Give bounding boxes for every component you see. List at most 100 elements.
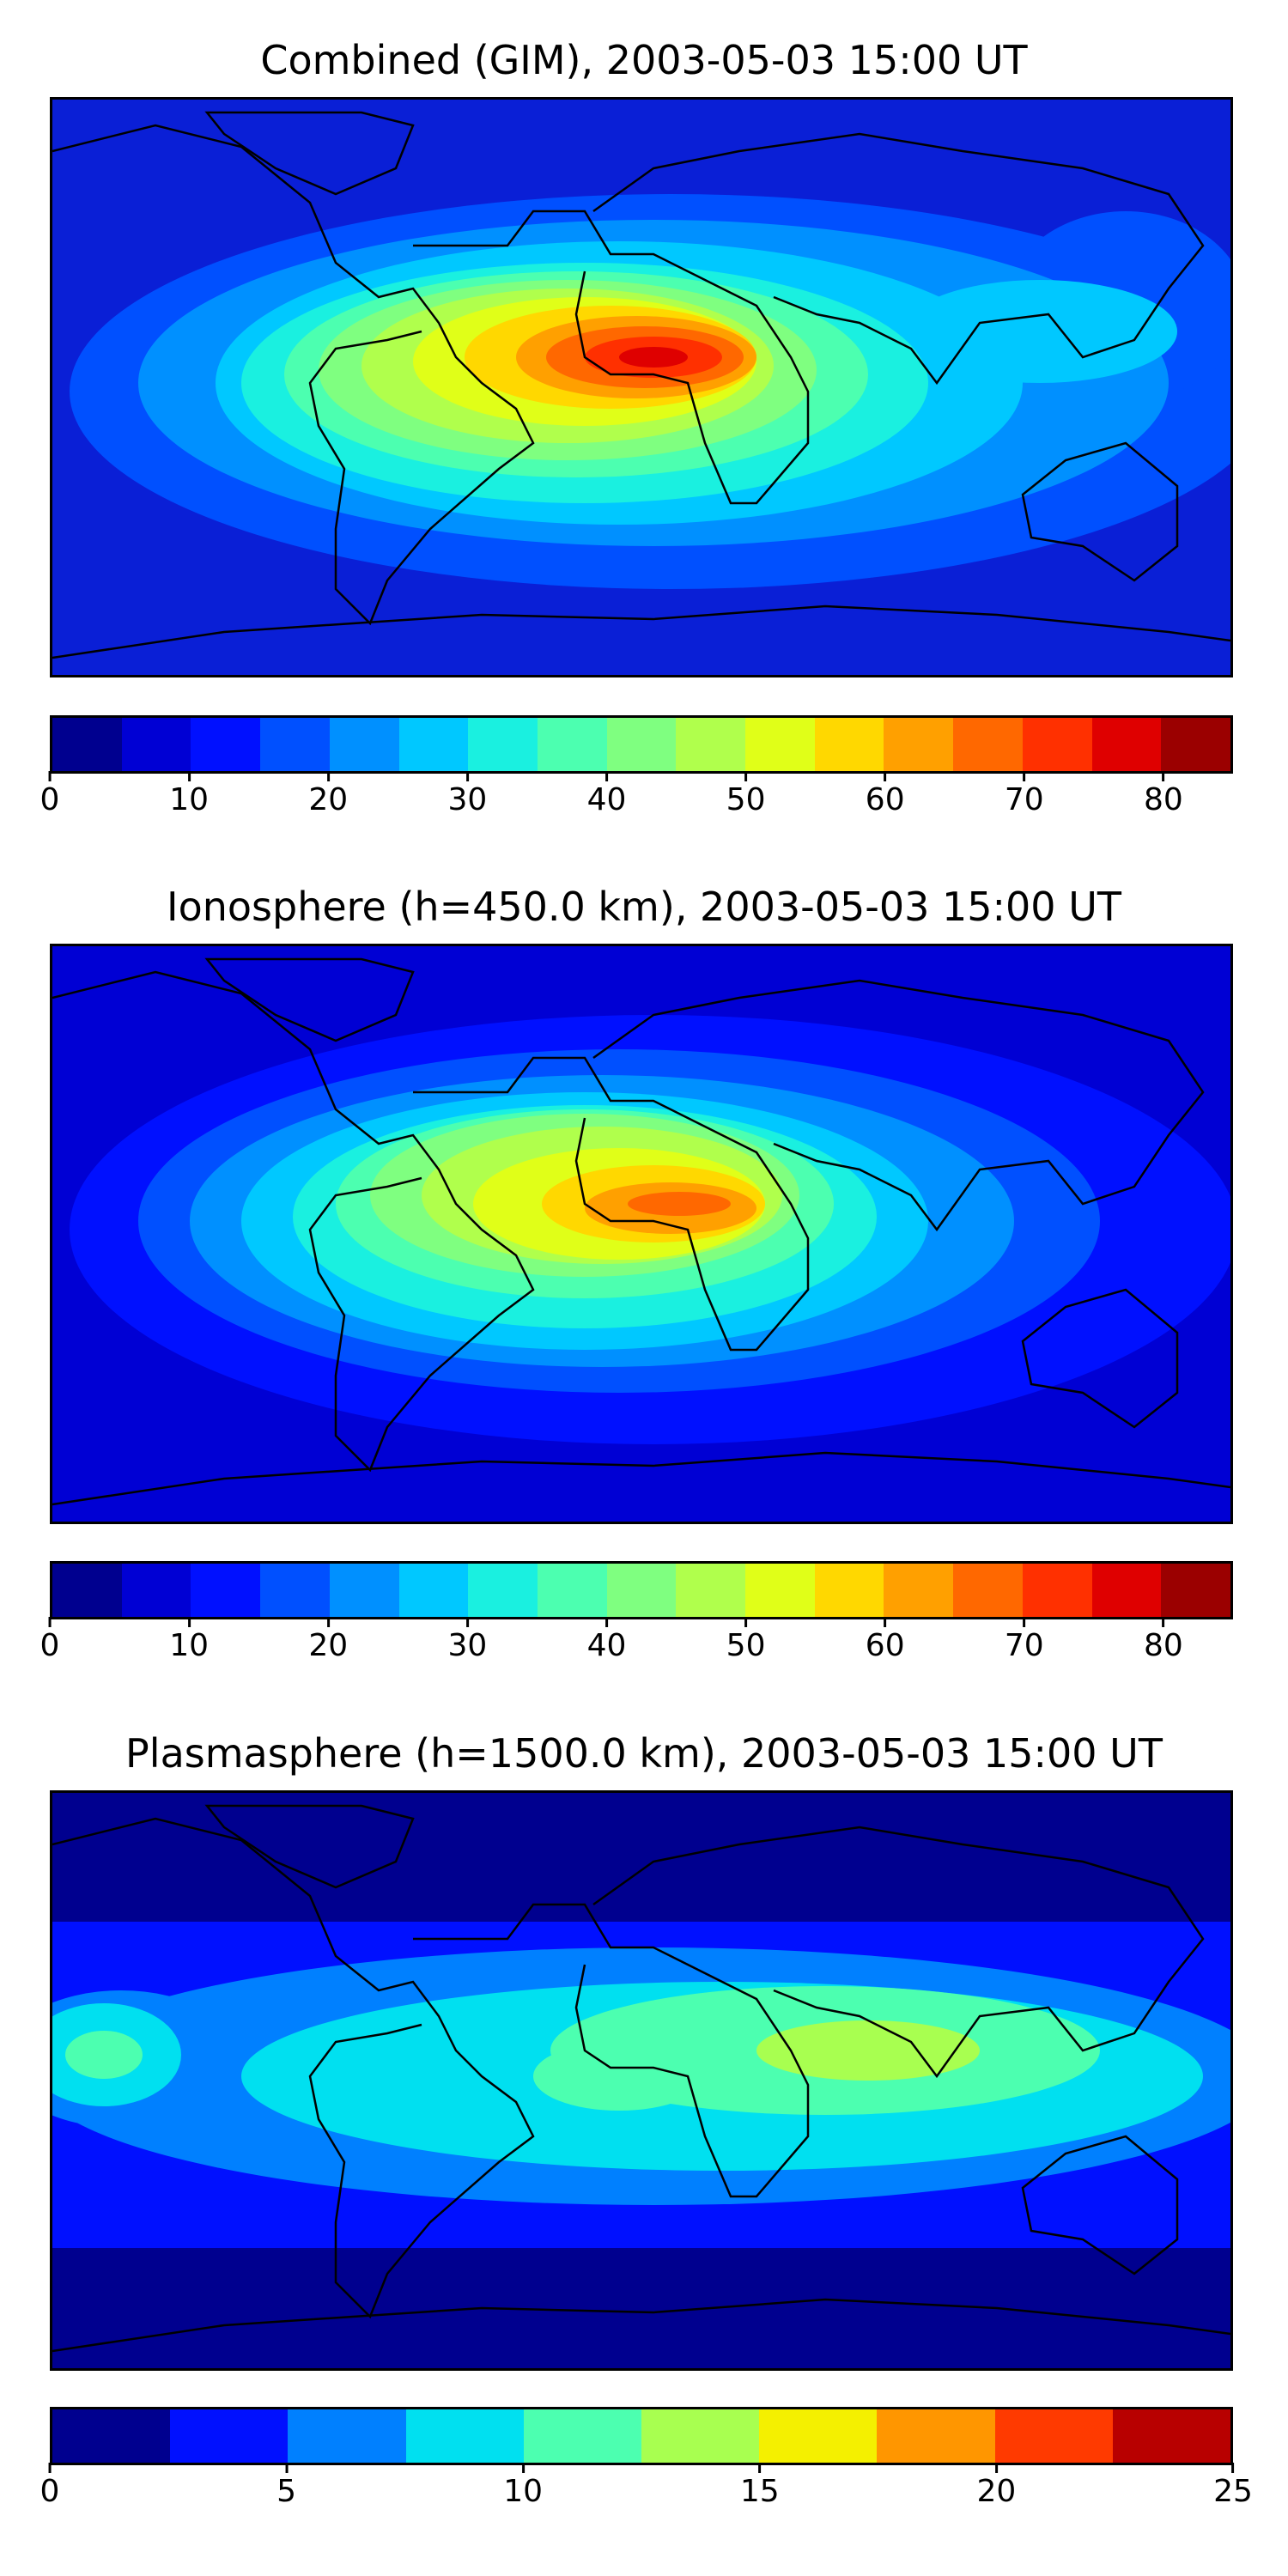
- colorbar-tick-label: 40: [586, 1628, 627, 1663]
- colorbar-ionosphere: [50, 1561, 1233, 1619]
- colorbar-segment: [468, 718, 538, 771]
- colorbar-segment: [260, 1564, 330, 1617]
- colorbar-segment: [170, 2409, 289, 2463]
- colorbar-segment: [523, 2409, 642, 2463]
- colorbar-tick-label: 5: [276, 2474, 297, 2509]
- colorbar-tick: 0: [39, 771, 60, 819]
- colorbar-segment: [994, 2409, 1113, 2463]
- colorbar-segment: [1022, 1564, 1092, 1617]
- colorbar-tick-label: 30: [447, 1628, 488, 1663]
- colorbar-segment: [52, 1564, 122, 1617]
- colorbar-tick: 20: [308, 771, 348, 819]
- colorbar-segment: [468, 1564, 538, 1617]
- colorbar-tick-label: 10: [503, 2474, 544, 2509]
- colorbar-segment: [814, 718, 884, 771]
- colorbar-segment: [676, 1564, 746, 1617]
- colorbar-tick: 60: [866, 1617, 905, 1665]
- colorbar-segment: [1091, 1564, 1162, 1617]
- colorbar-tick: 10: [169, 771, 209, 819]
- colorbar-segment: [537, 718, 607, 771]
- map-plasmasphere-tec: [50, 1790, 1233, 2371]
- colorbar-combined: [50, 715, 1233, 774]
- colorbar-segment: [676, 718, 746, 771]
- colorbar-tick-label: 80: [1144, 1628, 1183, 1663]
- colorbar-tick-label: 0: [39, 2474, 60, 2509]
- colorbar-tick-label: 10: [169, 1628, 210, 1663]
- colorbar-tick: 20: [308, 1617, 348, 1665]
- colorbar-plasmasphere: [50, 2407, 1233, 2465]
- colorbar-segment: [191, 718, 261, 771]
- colorbar-segment: [953, 1564, 1023, 1617]
- colorbar-segment: [398, 1564, 469, 1617]
- colorbar-segment: [329, 1564, 399, 1617]
- colorbar-segment: [288, 2409, 406, 2463]
- colorbar-ticks-combined: 0 10 20 30 40 50 60 70 80: [40, 771, 1233, 823]
- colorbar-tick-label: 25: [1213, 2474, 1253, 2509]
- colorbar-tick-label: 60: [865, 1628, 905, 1663]
- colorbar-tick-label: 70: [1004, 782, 1044, 817]
- panel-title-ionosphere: Ionosphere (h=450.0 km), 2003-05-03 15:0…: [167, 884, 1121, 930]
- colorbar-segment: [1161, 718, 1230, 771]
- colorbar-segment: [953, 718, 1023, 771]
- colorbar-tick-label: 0: [39, 782, 60, 817]
- colorbar-tick: 20: [976, 2463, 1016, 2511]
- colorbar-tick-label: 50: [726, 1628, 766, 1663]
- colorbar-segment: [121, 1564, 191, 1617]
- colorbar-tick-label: 30: [447, 782, 488, 817]
- colorbar-segment: [260, 718, 330, 771]
- colorbar-tick: 0: [39, 2463, 60, 2511]
- colorbar-segment: [537, 1564, 607, 1617]
- colorbar-segment: [745, 718, 815, 771]
- map-combined-tec: [50, 97, 1233, 677]
- colorbar-ticks-plasmasphere: 0 5 10 15 20 25: [40, 2463, 1253, 2514]
- colorbar-tick: 80: [1144, 771, 1183, 819]
- colorbar-segment: [1112, 2409, 1230, 2463]
- colorbar-segment: [398, 718, 469, 771]
- colorbar-segment: [1161, 1564, 1230, 1617]
- colorbar-tick: 80: [1144, 1617, 1183, 1665]
- colorbar-tick-label: 0: [39, 1628, 60, 1663]
- panel-title-combined: Combined (GIM), 2003-05-03 15:00 UT: [260, 37, 1028, 83]
- colorbar-tick-label: 50: [726, 782, 766, 817]
- colorbar-tick: 60: [866, 771, 905, 819]
- colorbar-segment: [606, 1564, 677, 1617]
- colorbar-tick: 70: [1005, 1617, 1044, 1665]
- colorbar-tick: 70: [1005, 771, 1044, 819]
- map-ionosphere-tec: [50, 944, 1233, 1524]
- colorbar-tick: 0: [39, 1617, 60, 1665]
- colorbar-tick-label: 20: [308, 1628, 349, 1663]
- colorbar-tick: 10: [503, 2463, 543, 2511]
- colorbar-segment: [814, 1564, 884, 1617]
- colorbar-tick: 40: [586, 1617, 627, 1665]
- colorbar-tick-label: 10: [169, 782, 210, 817]
- colorbar-segment: [759, 2409, 878, 2463]
- colorbar-tick: 10: [169, 1617, 209, 1665]
- colorbar-segment: [745, 1564, 815, 1617]
- colorbar-segment: [884, 1564, 954, 1617]
- colorbar-segment: [405, 2409, 524, 2463]
- colorbar-tick-label: 15: [739, 2474, 780, 2509]
- colorbar-segment: [121, 718, 191, 771]
- colorbar-tick-label: 70: [1004, 1628, 1044, 1663]
- colorbar-segment: [329, 718, 399, 771]
- colorbar-segment: [877, 2409, 995, 2463]
- colorbar-tick: 5: [276, 2463, 296, 2511]
- colorbar-segment: [191, 1564, 261, 1617]
- colorbar-tick: 50: [726, 1617, 766, 1665]
- colorbar-tick: 15: [740, 2463, 780, 2511]
- colorbar-tick: 50: [726, 771, 766, 819]
- colorbar-tick-label: 40: [586, 782, 627, 817]
- colorbar-tick-label: 60: [865, 782, 905, 817]
- colorbar-tick: 30: [447, 771, 487, 819]
- colorbar-tick-label: 20: [308, 782, 349, 817]
- colorbar-tick-label: 20: [976, 2474, 1017, 2509]
- panel-title-plasmasphere: Plasmasphere (h=1500.0 km), 2003-05-03 1…: [125, 1730, 1163, 1777]
- colorbar-tick: 25: [1213, 2463, 1253, 2511]
- colorbar-ticks-ionosphere: 0 10 20 30 40 50 60 70 80: [40, 1617, 1233, 1668]
- colorbar-segment: [52, 2409, 171, 2463]
- colorbar-segment: [606, 718, 677, 771]
- colorbar-tick: 30: [447, 1617, 487, 1665]
- colorbar-segment: [52, 718, 122, 771]
- colorbar-segment: [884, 718, 954, 771]
- colorbar-tick-label: 80: [1144, 782, 1183, 817]
